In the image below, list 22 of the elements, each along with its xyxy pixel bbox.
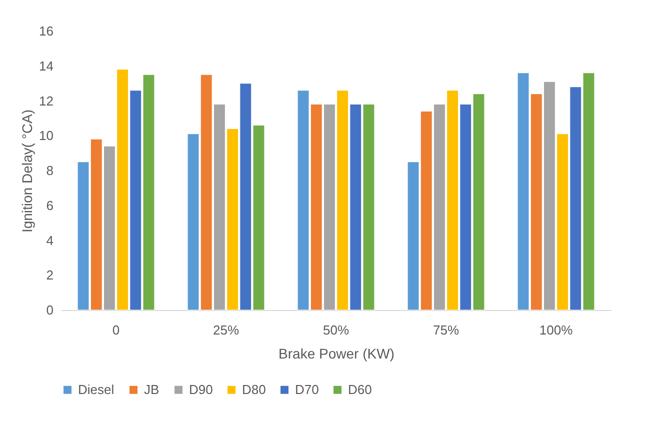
y-tick-label: 8: [46, 163, 54, 178]
legend-label: JB: [144, 382, 160, 397]
legend-label: D70: [295, 382, 319, 397]
y-tick-label: 2: [46, 268, 54, 283]
y-axis-title: Ignition Delay( °CA): [19, 109, 36, 233]
y-tick-label: 10: [39, 128, 54, 144]
legend-label: D80: [242, 382, 266, 397]
y-tick-label: 14: [39, 58, 54, 74]
y-tick-label: 4: [46, 232, 54, 248]
legend-label: D60: [348, 382, 372, 397]
x-axis-title: Brake Power (KW): [278, 346, 394, 362]
x-tick-label: 75%: [432, 322, 460, 338]
y-tick-label: 6: [46, 198, 54, 213]
y-tick-label: 12: [39, 93, 54, 108]
x-tick-label: 50%: [322, 322, 350, 338]
y-tick-label: 16: [39, 24, 54, 38]
x-tick-label: 100%: [539, 322, 574, 338]
legend-label: Diesel: [78, 382, 114, 397]
legend-label: D90: [189, 382, 213, 397]
y-tick-label: 0: [46, 302, 54, 318]
x-tick-label: 25%: [212, 322, 240, 338]
x-tick-label: 0: [112, 322, 120, 338]
